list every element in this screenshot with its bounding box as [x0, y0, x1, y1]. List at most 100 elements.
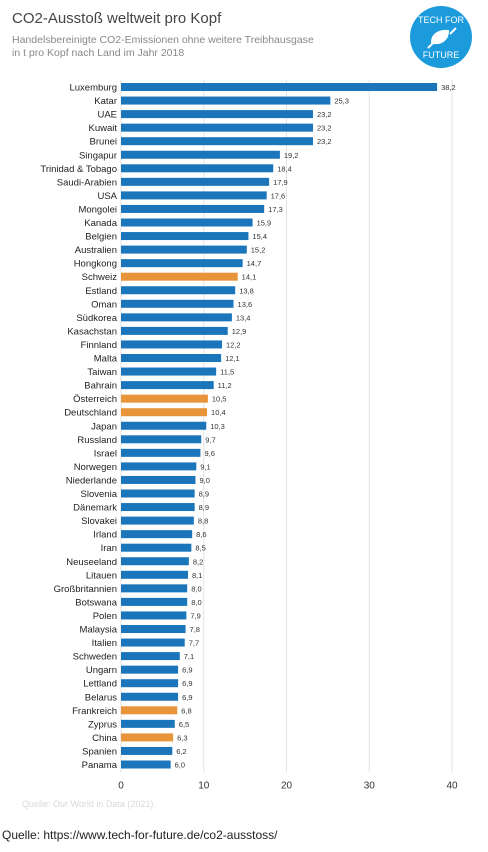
value-label: 11,5 — [220, 368, 234, 377]
category-label: Großbritannien — [54, 584, 117, 595]
value-label: 38,2 — [441, 83, 456, 92]
value-label: 6,5 — [179, 720, 189, 729]
bar — [121, 150, 280, 159]
bar — [121, 665, 179, 674]
x-tick-label: 40 — [446, 781, 458, 792]
value-label: 7,1 — [184, 652, 194, 661]
value-label: 23,2 — [317, 137, 332, 146]
value-label: 6,9 — [182, 666, 192, 675]
bar — [121, 394, 208, 403]
category-label: Niederlande — [66, 475, 117, 486]
bar — [121, 177, 270, 186]
value-label: 13,8 — [239, 286, 254, 295]
category-label: Trinidad & Tobago — [40, 164, 117, 175]
category-label: Ungarn — [86, 665, 117, 676]
bar — [121, 462, 197, 471]
x-tick-label: 20 — [281, 781, 293, 792]
category-label: Litauen — [86, 570, 117, 581]
category-label: Russland — [77, 435, 117, 446]
value-label: 12,1 — [225, 354, 240, 363]
value-label: 15,9 — [257, 219, 272, 228]
value-label: 15,4 — [252, 232, 267, 241]
footer-source: Quelle: https://www.tech-for-future.de/c… — [2, 828, 278, 842]
logo-text-bottom: FUTURE — [423, 50, 460, 60]
bar-chart: 0 10 20 30 40 Luxemburg 38,2 Katar 25,3 UAE 23,2 Ku… — [40, 80, 458, 792]
value-label: 19,2 — [284, 151, 299, 160]
x-tick-label: 30 — [364, 781, 376, 792]
bar — [121, 489, 195, 498]
bar — [121, 679, 179, 688]
category-label: Polen — [93, 611, 117, 622]
category-label: Taiwan — [87, 367, 117, 378]
value-label: 15,2 — [251, 246, 266, 255]
value-label: 6,8 — [181, 706, 191, 715]
bar — [121, 204, 265, 213]
x-tick-label: 10 — [198, 781, 210, 792]
chart-subtitle: Handelsbereinigte CO2-Emissionen ohne we… — [12, 34, 372, 60]
source-note: Quelle: Our World in Data (2021). — [22, 799, 156, 809]
value-label: 10,3 — [210, 422, 225, 431]
bar — [121, 733, 174, 742]
category-label: Finnland — [81, 340, 117, 351]
bar — [121, 286, 236, 295]
value-label: 8,9 — [199, 490, 209, 499]
bar — [121, 340, 222, 349]
value-label: 8,6 — [196, 530, 206, 539]
bar — [121, 232, 249, 241]
value-label: 7,7 — [189, 639, 199, 648]
value-label: 8,2 — [193, 557, 203, 566]
category-label: Australien — [75, 245, 117, 256]
value-label: 9,7 — [205, 435, 215, 444]
value-label: 6,0 — [175, 761, 185, 770]
bar — [121, 570, 189, 579]
bar — [121, 503, 195, 512]
bar — [121, 597, 188, 606]
subtitle-line-1: Handelsbereinigte CO2-Emissionen ohne we… — [12, 34, 314, 46]
bar — [121, 299, 234, 308]
category-label: Kasachstan — [67, 326, 117, 337]
bar — [121, 692, 179, 701]
category-label: Oman — [91, 299, 117, 310]
bar — [121, 96, 331, 105]
category-label: Schweden — [73, 652, 117, 663]
bar — [121, 326, 228, 335]
category-label: Slovakei — [81, 516, 117, 527]
subtitle-line-2: in t pro Kopf nach Land im Jahr 2018 — [12, 47, 185, 59]
value-label: 23,2 — [317, 124, 332, 133]
bar — [121, 530, 193, 539]
category-label: Japan — [91, 421, 117, 432]
tech-for-future-logo: TECH FOR FUTURE — [410, 6, 472, 68]
bar — [121, 448, 201, 457]
value-label: 9,1 — [200, 462, 210, 471]
category-label: Panama — [82, 760, 118, 771]
category-label: Bahrain — [84, 381, 117, 392]
value-label: 10,5 — [212, 395, 227, 404]
bar — [121, 611, 187, 620]
value-label: 6,9 — [182, 693, 192, 702]
bar — [121, 137, 313, 146]
bar — [121, 638, 185, 647]
category-label: Kanada — [84, 218, 117, 229]
chart-title: CO2-Ausstoß weltweit pro Kopf — [12, 10, 222, 27]
value-label: 14,1 — [242, 273, 257, 282]
category-label: Frankreich — [72, 706, 117, 717]
x-tick-label: 0 — [118, 781, 124, 792]
category-label: Slovenia — [81, 489, 118, 500]
category-label: Malta — [94, 354, 118, 365]
value-label: 8,0 — [191, 598, 201, 607]
value-label: 13,4 — [236, 313, 251, 322]
category-label: Dänemark — [73, 503, 117, 514]
category-label: Mongolei — [78, 204, 117, 215]
category-label: Lettland — [83, 679, 117, 690]
category-label: Schweiz — [82, 272, 118, 283]
bar — [121, 218, 253, 227]
value-label: 25,3 — [334, 97, 349, 106]
bar — [121, 706, 178, 715]
category-label: Norwegen — [74, 462, 117, 473]
bar — [121, 408, 208, 417]
category-label: Belarus — [85, 692, 117, 703]
value-label: 23,2 — [317, 110, 332, 119]
logo-text-top: TECH FOR — [418, 15, 464, 25]
bar — [121, 516, 194, 525]
bar — [121, 123, 313, 132]
